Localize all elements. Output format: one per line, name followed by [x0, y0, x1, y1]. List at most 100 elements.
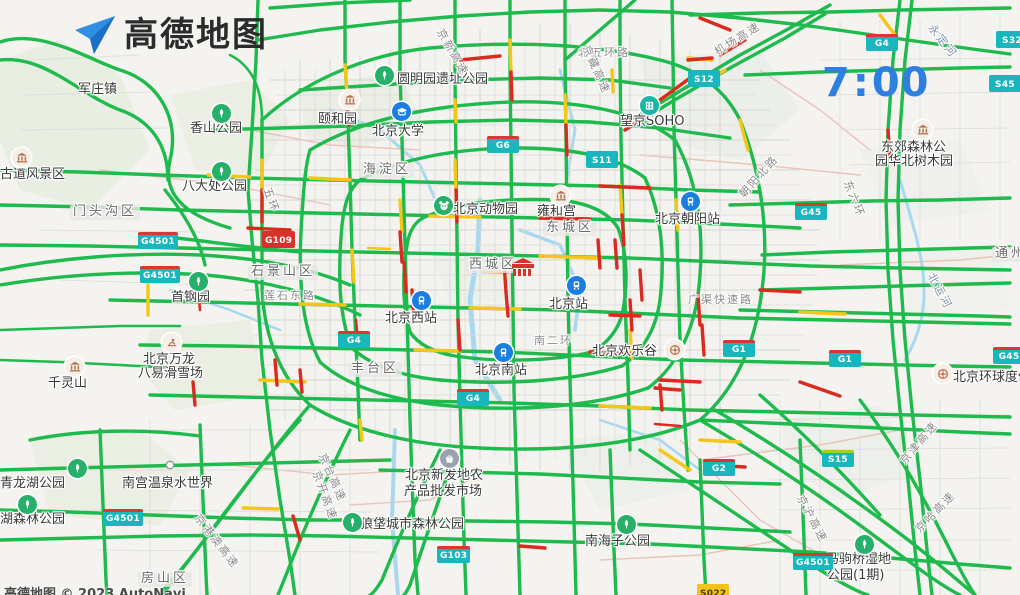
poi-label[interactable]: 望京SOHO [620, 114, 685, 129]
road-label: 广渠快速路 [688, 293, 753, 306]
highway-shield[interactable]: G4 [338, 331, 370, 348]
poi-label[interactable]: 产品批发市场 [404, 484, 483, 499]
park-icon[interactable] [68, 459, 87, 478]
clock-hours: 7 [822, 60, 851, 106]
district-label: 东城区 [543, 220, 598, 236]
poi-label[interactable]: 雍和宫 [537, 204, 577, 219]
poi-label[interactable]: 古道风景区 [0, 167, 66, 182]
dot-icon[interactable] [167, 462, 173, 468]
amuse-icon[interactable] [933, 364, 952, 383]
park-icon[interactable] [189, 272, 208, 291]
highway-shield[interactable]: G109 [262, 231, 296, 248]
road-label: 莲石东路 [264, 289, 316, 302]
poi-label[interactable]: 北京西站 [385, 311, 438, 326]
zoo-icon[interactable] [434, 196, 453, 215]
market-icon[interactable] [440, 449, 459, 468]
highway-shield[interactable]: S12 [688, 70, 720, 87]
highway-shield[interactable]: S15 [822, 450, 854, 467]
poi-label[interactable]: 东郊森林公 [881, 140, 947, 155]
highway-shield[interactable]: S022 [697, 584, 730, 595]
poi-label[interactable]: 北京大学 [372, 124, 425, 139]
poi-label[interactable]: 北京万龙 [143, 352, 196, 367]
poi-label[interactable]: 圆明园遗址公园 [397, 72, 489, 87]
road-label: 南二环 [534, 334, 573, 347]
district-label: 石景山区 [248, 264, 319, 280]
park-icon[interactable] [212, 104, 231, 123]
mall-icon[interactable] [640, 96, 659, 115]
poi-label[interactable]: 北京欢乐谷 [592, 344, 658, 359]
poi-label[interactable]: 北京环球度假区 [953, 370, 1020, 385]
clock-separator: : [852, 60, 870, 106]
museum-icon[interactable] [551, 186, 570, 205]
highway-shield[interactable]: S45 [989, 75, 1020, 92]
train-icon[interactable] [681, 192, 700, 211]
poi-label[interactable]: 马驹桥湿地 [826, 552, 892, 567]
museum-icon[interactable] [913, 120, 932, 139]
highway-shield[interactable]: G4501 [793, 553, 833, 570]
train-icon[interactable] [494, 343, 513, 362]
road-label: 北五环路 [578, 46, 630, 59]
poi-label[interactable]: 青龙湖公园 [0, 476, 66, 491]
poi-label[interactable]: 园华北树木园 [875, 154, 954, 169]
poi-label[interactable]: 北京站 [549, 297, 589, 312]
district-label: 通州区 [992, 246, 1020, 262]
poi-label[interactable]: 南宫温泉水世界 [122, 476, 214, 491]
amuse-icon[interactable] [665, 340, 684, 359]
highway-shield[interactable]: G1 [723, 340, 755, 357]
train-icon[interactable] [412, 291, 431, 310]
highway-shield[interactable]: S32 [996, 31, 1020, 48]
park-icon[interactable] [617, 515, 636, 534]
park-icon[interactable] [18, 495, 37, 514]
poi-label[interactable]: 公园(1期) [827, 568, 885, 583]
park-icon[interactable] [343, 513, 362, 532]
park-icon[interactable] [375, 66, 394, 85]
district-label: 房山区 [138, 571, 193, 587]
highway-shield[interactable]: G1 [829, 350, 861, 367]
poi-label[interactable]: 首钢园 [171, 290, 211, 305]
poi-label[interactable]: 北京朝阳站 [655, 212, 721, 227]
highway-shield[interactable]: G103 [437, 546, 471, 563]
highway-shield[interactable]: G4 [457, 389, 489, 406]
app-logo: 高德地图 [72, 14, 268, 56]
poi-label[interactable]: 北京新发地农 [405, 468, 484, 483]
school-icon[interactable] [392, 102, 411, 121]
amap-paper-plane-icon [72, 14, 118, 56]
poi-label[interactable]: 南海子公园 [585, 534, 651, 549]
highway-shield[interactable]: G45 [795, 203, 827, 220]
museum-icon[interactable] [340, 90, 359, 109]
app-logo-text: 高德地图 [124, 15, 268, 55]
highway-shield[interactable]: G4501 [103, 509, 143, 526]
museum-icon[interactable] [12, 148, 31, 167]
train-icon[interactable] [567, 276, 586, 295]
park-icon[interactable] [212, 162, 231, 181]
ski-icon[interactable] [162, 333, 181, 352]
highway-shield[interactable]: G4501 [138, 232, 178, 249]
district-label: 西城区 [466, 257, 521, 273]
poi-label[interactable]: 湖森林公园 [0, 512, 66, 527]
district-label: 门头沟区 [70, 204, 141, 220]
poi-label[interactable]: 千灵山 [48, 376, 88, 391]
highway-shield[interactable]: S11 [586, 151, 618, 168]
poi-label[interactable]: 八大处公园 [182, 179, 248, 194]
poi-label[interactable]: 军庄镇 [78, 82, 118, 97]
clock-minutes: 00 [871, 60, 930, 106]
poi-label[interactable]: 北京南站 [475, 363, 528, 378]
highway-shield[interactable]: G4501 [140, 266, 180, 283]
poi-label[interactable]: 香山公园 [190, 121, 243, 136]
district-label: 海淀区 [360, 162, 415, 178]
clock-time-display: 7:00 [822, 60, 930, 106]
poi-label[interactable]: 狼垡城市森林公园 [360, 517, 465, 532]
park-icon[interactable] [855, 535, 874, 554]
museum-icon[interactable] [65, 357, 84, 376]
poi-label[interactable]: 八易滑雪场 [138, 366, 204, 381]
highway-shield[interactable]: G45 [993, 347, 1020, 364]
poi-label[interactable]: 颐和园 [318, 112, 358, 127]
highway-shield[interactable]: G4 [866, 34, 898, 51]
map-copyright: 高德地图 © 2023 AutoNavi [4, 587, 186, 595]
highway-shield[interactable]: G2 [703, 459, 735, 476]
highway-shield[interactable]: G6 [487, 136, 519, 153]
forbidden-city-icon[interactable] [508, 258, 538, 278]
district-label: 丰台区 [348, 361, 403, 377]
poi-label[interactable]: 北京动物园 [453, 202, 519, 217]
